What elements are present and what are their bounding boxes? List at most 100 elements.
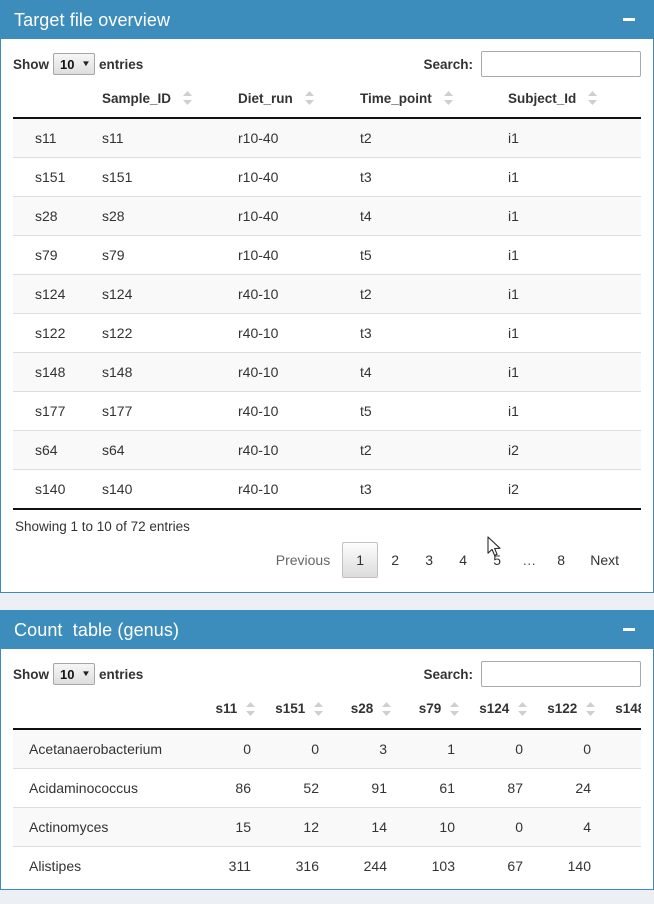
table-cell: 0 [599, 729, 641, 769]
table-cell: s140 [93, 469, 229, 509]
pagination-ellipsis: … [522, 552, 537, 569]
table-target-wrapper: Sample_ID Diet_run [13, 85, 641, 511]
column-header-diet-run[interactable]: Diet_run [229, 85, 351, 120]
column-header-label: s79 [418, 701, 442, 717]
entries-label: entries [99, 56, 144, 72]
table-cell: t2 [351, 274, 499, 314]
table-body-count: Acetanaerobacterium0031000Acidaminococcu… [13, 728, 641, 885]
table-cell: s151 [13, 157, 93, 197]
table-row[interactable]: Actinomyces15121410040 [13, 806, 641, 847]
table-cell: 61 [395, 767, 463, 808]
table-row[interactable]: Acidaminococcus86529161872417 [13, 767, 641, 808]
table-row[interactable]: s151 s151 r10-40 t3 i1 [13, 157, 641, 197]
column-header-blank[interactable] [13, 85, 93, 120]
table-row[interactable]: s122 s122 r40-10 t3 i1 [13, 313, 641, 353]
sort-icon [518, 701, 527, 716]
pagination-page-3[interactable]: 3 [425, 552, 434, 569]
pagination-page-8[interactable]: 8 [557, 552, 566, 569]
table-row[interactable]: Alistipes3113162441036714044 [13, 845, 641, 885]
table-cell: 0 [243, 740, 251, 757]
panel-target-file-overview: Target file overview Show 10 ▼ entries S… [0, 0, 654, 594]
table-cell: s64 [13, 430, 93, 470]
panel-body-target-file-overview: Show 10 ▼ entries Search: [1, 39, 653, 592]
table-row[interactable]: s28 s28 r10-40 t4 i1 [13, 196, 641, 236]
column-header-label: Diet_run [238, 91, 293, 106]
column-header-label: Sample_ID [102, 91, 172, 106]
sort-icon [304, 91, 314, 106]
chevron-down-icon: ▼ [81, 59, 91, 68]
table-cell: 15 [191, 806, 259, 847]
column-header-label: s148 [615, 701, 641, 717]
column-header-s122[interactable]: s122 [531, 695, 599, 730]
table-cell: 10 [395, 806, 463, 847]
datatable-footer-target: Showing 1 to 10 of 72 entries Previous 1… [13, 510, 641, 588]
column-header-s148[interactable]: s148 [599, 695, 641, 730]
table-cell: 0 [463, 806, 531, 847]
table-cell: i1 [499, 235, 641, 275]
table-cell: r10-40 [229, 235, 351, 275]
pagination-page-2[interactable]: 2 [391, 552, 400, 569]
table-cell: i1 [499, 313, 641, 353]
table-cell: Acetanaerobacterium [29, 740, 163, 757]
table-target-file-overview: Sample_ID Diet_run [13, 85, 641, 509]
column-header-s11[interactable]: s11 [191, 695, 259, 730]
sort-icon [450, 701, 459, 716]
table-row[interactable]: s148 s148 r40-10 t4 i1 [13, 352, 641, 392]
minus-glyph [623, 628, 635, 632]
table-cell: i2 [499, 430, 641, 470]
column-header-s151[interactable]: s151 [259, 695, 327, 730]
table-cell: 244 [327, 845, 395, 885]
table-row[interactable]: s64 s64 r40-10 t2 i2 [13, 430, 641, 470]
table-cell: 52 [259, 767, 327, 808]
table-cell: s28 [93, 196, 229, 236]
panel-header-count-table-genus: Count table (genus) [1, 610, 653, 650]
column-header-taxon[interactable] [13, 695, 191, 730]
table-cell: r10-40 [229, 196, 351, 236]
show-label: Show [13, 666, 49, 682]
table-cell: 44 [599, 845, 641, 885]
table-cell: i1 [499, 196, 641, 236]
column-header-sample-id[interactable]: Sample_ID [93, 85, 229, 120]
table-row[interactable]: s124 s124 r40-10 t2 i1 [13, 274, 641, 314]
table-body-target: s11 s11 r10-40 t2 i1 s151 s151 r10-40 t3 i1 s28 s28… [13, 118, 641, 509]
table-row[interactable]: Acetanaerobacterium0031000 [13, 728, 641, 769]
minus-icon[interactable] [618, 10, 640, 30]
sort-icon [246, 701, 255, 716]
column-header-s124[interactable]: s124 [463, 695, 531, 730]
table-cell: 0 [311, 740, 319, 757]
table-cell: r40-10 [229, 274, 351, 314]
table-cell: r40-10 [229, 391, 351, 431]
column-header-s79[interactable]: s79 [395, 695, 463, 730]
table-cell: t2 [360, 130, 372, 147]
column-header-time-point[interactable]: Time_point [351, 85, 499, 120]
search-input[interactable] [481, 51, 641, 77]
entries-select-count[interactable]: 10 ▼ [53, 663, 95, 686]
pagination-page-1[interactable]: 1 [342, 542, 379, 579]
table-cell: r10-40 [229, 157, 351, 197]
search-input[interactable] [481, 661, 641, 688]
panel-count-table-genus: Count table (genus) Show 10 ▼ entries Se… [0, 610, 654, 890]
column-header-label: s122 [547, 701, 578, 717]
table-cell: 0 [515, 740, 523, 757]
table-row[interactable]: s140 s140 r40-10 t3 i2 [13, 469, 641, 509]
column-header-subject-id[interactable]: Subject_Id [499, 85, 641, 120]
table-cell: i2 [499, 469, 641, 509]
table-cell: Acidaminococcus [13, 767, 191, 808]
search-label: Search: [423, 666, 473, 682]
column-header-label: s28 [350, 701, 374, 717]
table-row[interactable]: s11 s11 r10-40 t2 i1 [13, 118, 641, 158]
entries-select-target[interactable]: 10 ▼ [53, 53, 95, 75]
table-cell: i1 [508, 130, 519, 147]
pagination-page-4[interactable]: 4 [459, 552, 468, 569]
minus-icon[interactable] [618, 620, 640, 640]
pagination-previous[interactable]: Previous [275, 552, 331, 569]
sort-icon [588, 91, 598, 106]
table-row[interactable]: s79 s79 r10-40 t5 i1 [13, 235, 641, 275]
sort-icon [586, 701, 595, 716]
column-header-s28[interactable]: s28 [327, 695, 395, 730]
pagination-next[interactable]: Next [590, 552, 619, 569]
table-header-row: Sample_ID Diet_run [13, 85, 641, 120]
pagination-page-5[interactable]: 5 [493, 552, 502, 569]
table-row[interactable]: s177 s177 r40-10 t5 i1 [13, 391, 641, 431]
length-control-target: Show 10 ▼ entries [13, 53, 143, 75]
